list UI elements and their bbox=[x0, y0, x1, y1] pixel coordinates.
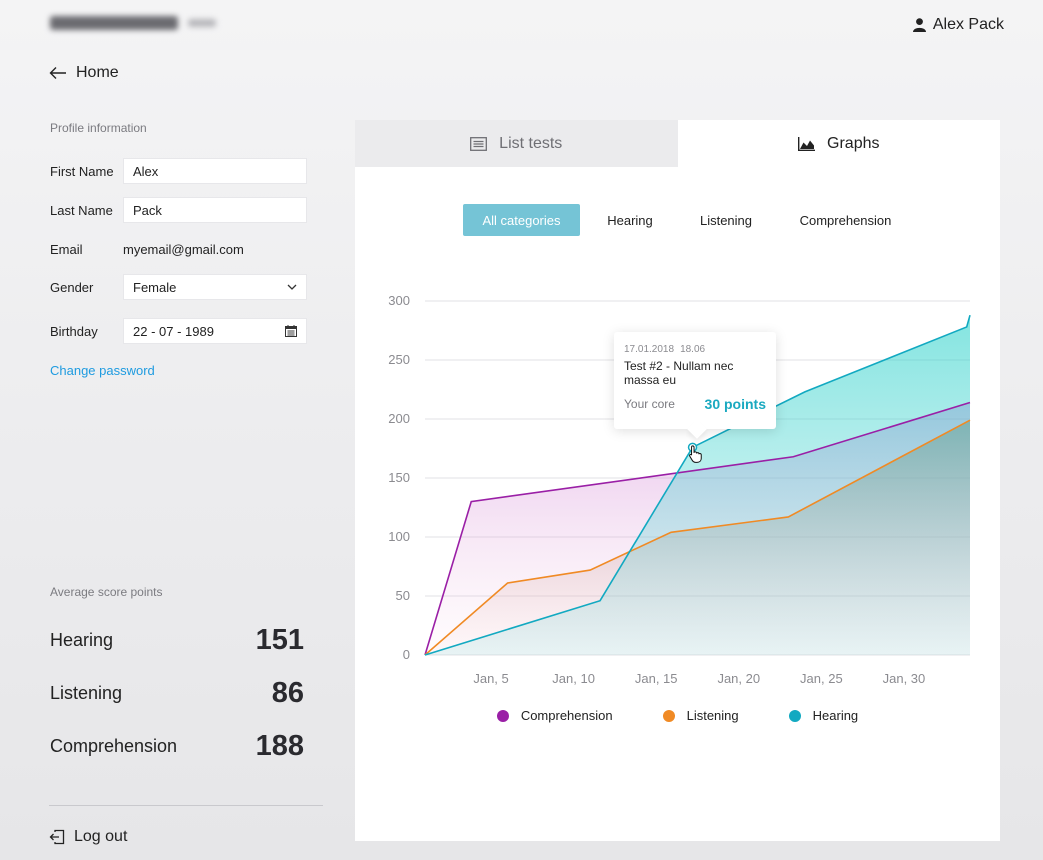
y-tick-label: 100 bbox=[388, 529, 410, 544]
brand-logo-mark bbox=[50, 16, 178, 30]
x-tick-label: Jan, 5 bbox=[473, 671, 508, 686]
sidebar-divider bbox=[49, 805, 323, 806]
tooltip-time: 18.06 bbox=[680, 344, 706, 355]
legend-dot bbox=[496, 709, 509, 722]
y-tick-label: 300 bbox=[388, 293, 410, 308]
x-tick-label: Jan, 20 bbox=[717, 671, 760, 686]
legend-listening[interactable]: Listening bbox=[662, 708, 739, 723]
back-home-label: Home bbox=[76, 64, 119, 81]
score-comprehension: Comprehension 188 bbox=[50, 730, 304, 763]
calendar-icon[interactable] bbox=[285, 325, 297, 337]
gender-select[interactable]: Female bbox=[123, 274, 307, 300]
legend-hearing[interactable]: Hearing bbox=[788, 708, 859, 723]
tooltip-title: Test #2 - Nullam nec massa eu bbox=[624, 359, 734, 387]
arrow-left-icon bbox=[49, 67, 66, 79]
user-name: Alex Pack bbox=[932, 16, 1004, 33]
last-name-input[interactable]: Pack bbox=[123, 197, 307, 223]
y-tick-label: 150 bbox=[388, 470, 410, 485]
score-value: 86 bbox=[271, 677, 304, 709]
legend-dot bbox=[788, 709, 801, 722]
tooltip-meta: 17.01.2018 18.06 bbox=[624, 344, 766, 355]
score-name: Hearing bbox=[50, 630, 114, 650]
brand-logo[interactable] bbox=[50, 12, 225, 34]
email-row: Email myemail@gmail.com bbox=[50, 236, 244, 262]
x-tick-label: Jan, 10 bbox=[552, 671, 595, 686]
tab-list-tests-label: List tests bbox=[499, 134, 563, 152]
user-menu[interactable]: Alex Pack bbox=[912, 16, 1004, 34]
series-line-comprehension bbox=[424, 401, 971, 656]
first-name-row: First Name Alex bbox=[50, 158, 307, 184]
tooltip-score-row: Your core 30 points bbox=[624, 396, 766, 412]
filter-all-categories[interactable]: All categories bbox=[463, 204, 580, 236]
last-name-row: Last Name Pack bbox=[50, 197, 307, 223]
birthday-input[interactable]: 22 - 07 - 1989 bbox=[123, 318, 307, 344]
chevron-down-icon bbox=[287, 284, 297, 290]
tab-graphs[interactable]: Graphs bbox=[677, 120, 1000, 167]
email-value: myemail@gmail.com bbox=[123, 241, 244, 257]
gender-label: Gender bbox=[50, 279, 94, 295]
filter-listening[interactable]: Listening bbox=[699, 212, 753, 228]
x-tick-label: Jan, 25 bbox=[800, 671, 843, 686]
first-name-label: First Name bbox=[50, 163, 114, 179]
y-tick-label: 200 bbox=[388, 411, 410, 426]
hand-cursor-shape bbox=[689, 445, 702, 463]
user-icon bbox=[912, 18, 926, 32]
legend-label: Comprehension bbox=[520, 708, 613, 723]
y-tick-label: 50 bbox=[396, 588, 410, 603]
score-listening: Listening 86 bbox=[50, 677, 304, 710]
average-score-title: Average score points bbox=[50, 585, 163, 599]
x-tick-label: Jan, 30 bbox=[883, 671, 926, 686]
tab-list-tests[interactable]: List tests bbox=[355, 120, 678, 167]
tooltip-date: 17.01.2018 bbox=[624, 344, 675, 355]
logout-icon bbox=[49, 829, 65, 845]
change-password-link[interactable]: Change password bbox=[50, 363, 155, 378]
tooltip-score-label: Your core bbox=[624, 397, 675, 411]
area-chart-icon bbox=[798, 136, 816, 151]
score-hearing: Hearing 151 bbox=[50, 624, 304, 657]
chart-legend: Comprehension Listening Hearing bbox=[355, 708, 1000, 723]
gender-value: Female bbox=[133, 279, 177, 295]
score-name: Comprehension bbox=[50, 736, 178, 756]
first-name-input[interactable]: Alex bbox=[123, 158, 307, 184]
logout-label: Log out bbox=[74, 828, 128, 845]
first-name-value: Alex bbox=[133, 163, 159, 179]
profile-section-title: Profile information bbox=[50, 121, 147, 135]
list-icon bbox=[470, 136, 488, 151]
filter-comprehension[interactable]: Comprehension bbox=[799, 212, 892, 228]
y-tick-label: 250 bbox=[388, 352, 410, 367]
legend-comprehension[interactable]: Comprehension bbox=[496, 708, 613, 723]
last-name-value: Pack bbox=[133, 202, 162, 218]
category-filters: All categories Hearing Listening Compreh… bbox=[355, 204, 1000, 236]
hand-cursor-icon bbox=[689, 445, 702, 463]
results-panel: List tests Graphs All categories Hearing… bbox=[355, 120, 1000, 841]
legend-label: Listening bbox=[686, 708, 739, 723]
birthday-row: Birthday 22 - 07 - 1989 bbox=[50, 318, 307, 344]
last-name-label: Last Name bbox=[50, 202, 113, 218]
logout-button[interactable]: Log out bbox=[49, 828, 127, 846]
gender-row: Gender Female bbox=[50, 274, 307, 300]
y-tick-label: 0 bbox=[403, 647, 410, 662]
score-name: Listening bbox=[50, 683, 123, 703]
birthday-value: 22 - 07 - 1989 bbox=[133, 323, 214, 339]
tab-graphs-label: Graphs bbox=[827, 134, 880, 152]
legend-dot bbox=[662, 709, 675, 722]
chart-tooltip: 17.01.2018 18.06 Test #2 - Nullam nec ma… bbox=[614, 332, 776, 429]
email-label: Email bbox=[50, 241, 83, 257]
back-home-link[interactable]: Home bbox=[49, 64, 119, 82]
filter-hearing[interactable]: Hearing bbox=[607, 212, 653, 228]
series-area-hearing bbox=[425, 315, 970, 655]
score-value: 151 bbox=[255, 624, 304, 656]
tooltip-score-value: 30 points bbox=[704, 396, 766, 412]
x-tick-label: Jan, 15 bbox=[635, 671, 678, 686]
birthday-label: Birthday bbox=[50, 323, 98, 339]
legend-label: Hearing bbox=[812, 708, 859, 723]
score-value: 188 bbox=[255, 730, 304, 762]
brand-logo-suffix bbox=[188, 19, 216, 27]
tab-bar: List tests Graphs bbox=[355, 120, 1000, 167]
